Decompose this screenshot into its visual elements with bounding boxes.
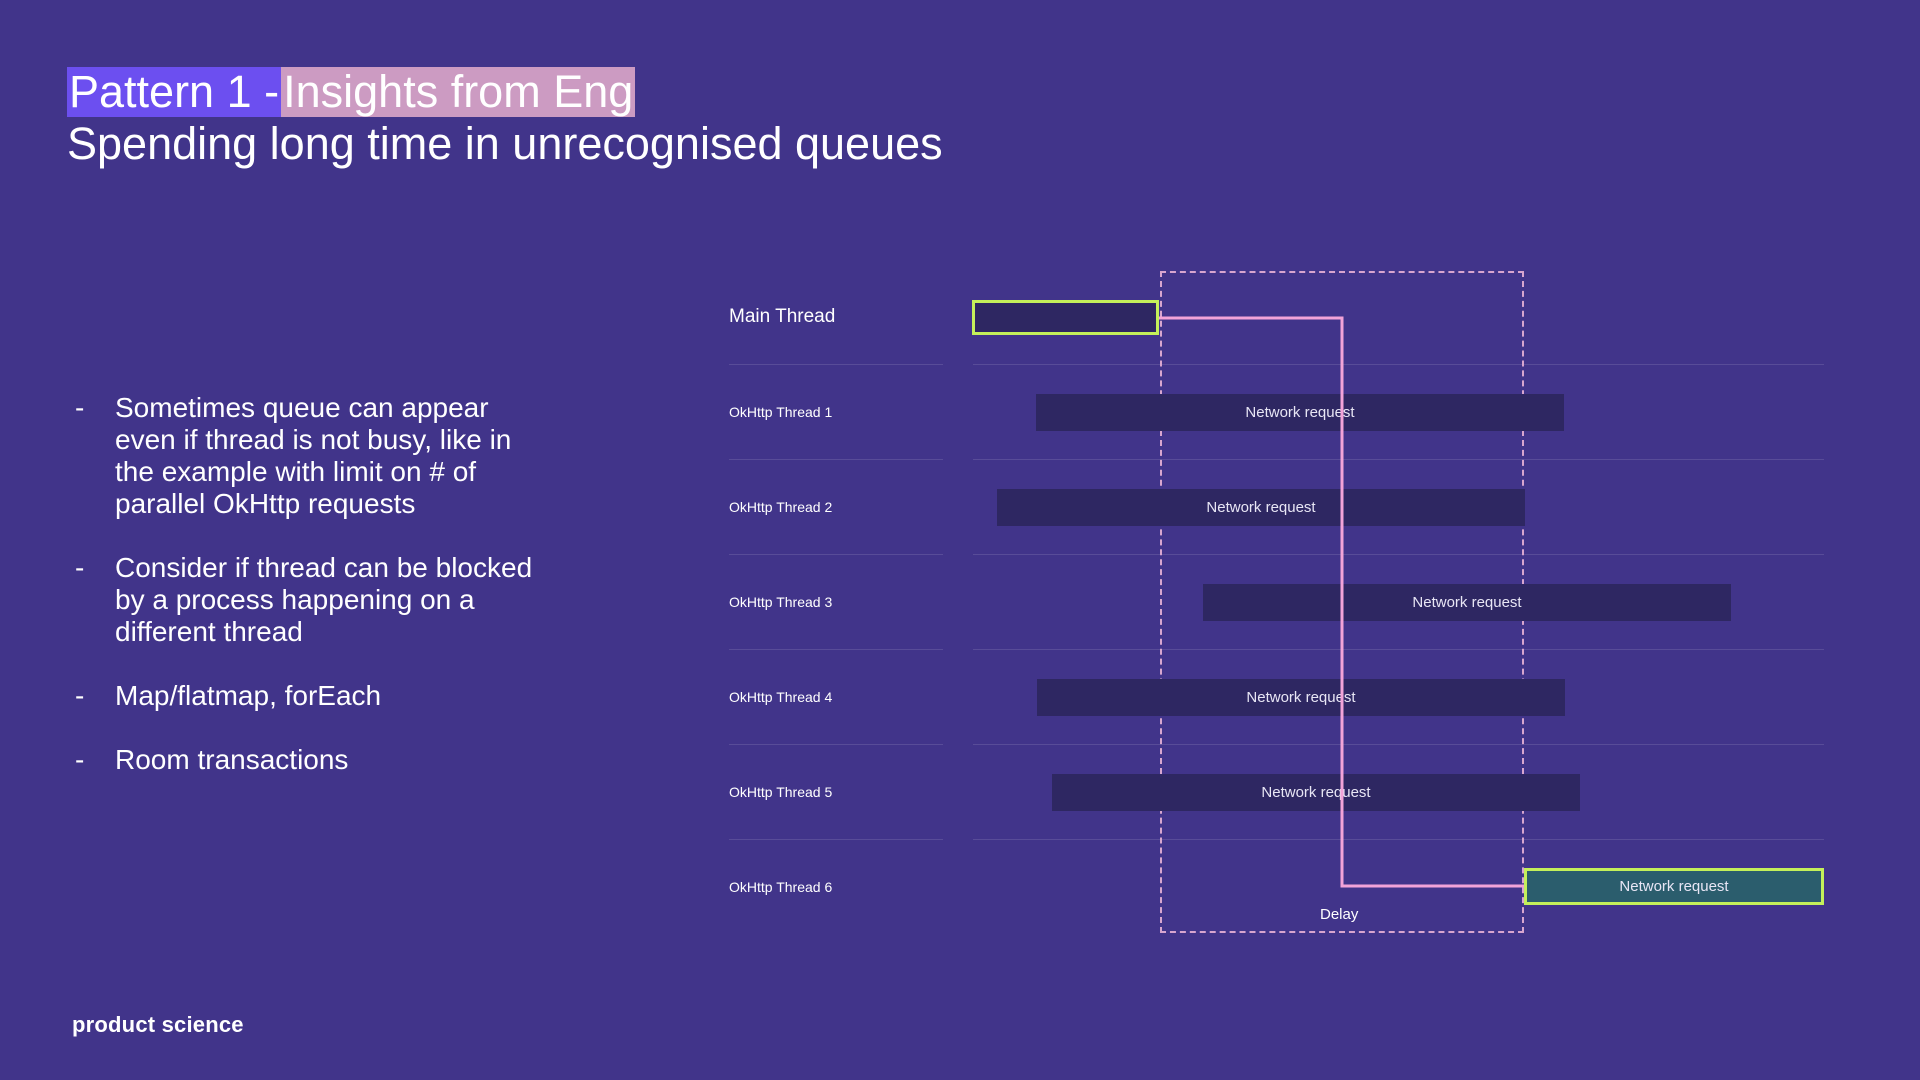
delay-label: Delay [1320, 906, 1358, 923]
brand-logo: product science [72, 1012, 244, 1038]
